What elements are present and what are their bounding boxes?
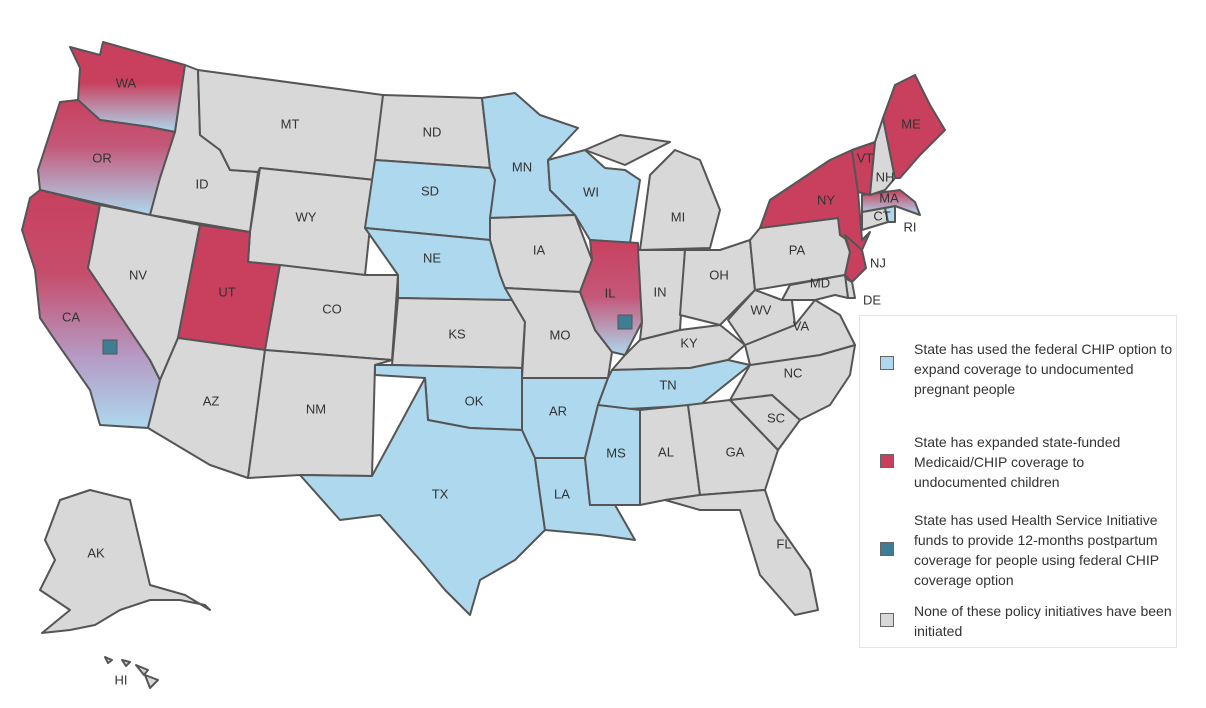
label-IA: IA	[533, 242, 546, 257]
state-MI[interactable]	[584, 134, 721, 251]
label-AZ: AZ	[203, 393, 220, 408]
label-WV: WV	[751, 302, 772, 317]
state-WI[interactable]	[547, 149, 641, 244]
label-VT: VT	[857, 150, 874, 165]
label-CO: CO	[322, 301, 342, 316]
label-FL: FL	[776, 536, 791, 551]
state-ME[interactable]	[882, 74, 946, 179]
state-FL[interactable]	[664, 489, 819, 616]
label-DE: DE	[863, 292, 881, 307]
legend-label-hsi-postpartum: State has used Health Service Initiative…	[914, 512, 1159, 588]
state-VA[interactable]	[744, 299, 856, 366]
state-MA[interactable]	[861, 189, 921, 216]
label-OK: OK	[465, 393, 484, 408]
label-NC: NC	[784, 365, 803, 380]
state-MD[interactable]	[781, 274, 849, 301]
label-AK: AK	[87, 545, 105, 560]
legend-swatch-none	[880, 613, 894, 627]
label-MN: MN	[512, 159, 532, 174]
label-IN: IN	[654, 284, 667, 299]
label-KY: KY	[680, 335, 698, 350]
label-PA: PA	[789, 242, 806, 257]
label-NE: NE	[423, 250, 441, 265]
label-NM: NM	[306, 401, 326, 416]
label-ND: ND	[423, 124, 442, 139]
state-HI[interactable]	[104, 656, 159, 689]
label-WA: WA	[116, 75, 137, 90]
label-WY: WY	[296, 209, 317, 224]
hsi-marker-IL	[617, 314, 633, 330]
state-SD[interactable]	[364, 159, 496, 241]
label-TX: TX	[432, 486, 449, 501]
label-LA: LA	[554, 486, 570, 501]
state-OK[interactable]	[374, 364, 523, 431]
legend-label-state-funded: State has expanded state-funded Medicaid…	[914, 434, 1121, 490]
legend-swatch-state-funded	[880, 454, 894, 468]
label-CA: CA	[62, 309, 80, 324]
label-UT: UT	[218, 284, 235, 299]
label-KS: KS	[448, 326, 466, 341]
label-NH: NH	[876, 169, 895, 184]
label-CT: CT	[873, 208, 890, 223]
label-WI: WI	[583, 184, 599, 199]
label-MA: MA	[879, 190, 899, 205]
label-SD: SD	[421, 183, 439, 198]
state-labels: WA OR CA ID NV MT WY UT CO AZ NM ND SD N…	[62, 75, 921, 687]
label-MI: MI	[671, 209, 685, 224]
label-SC: SC	[767, 410, 785, 425]
label-VA: VA	[793, 318, 810, 333]
label-MD: MD	[810, 275, 830, 290]
label-GA: GA	[726, 444, 745, 459]
label-AR: AR	[549, 403, 567, 418]
legend-swatch-hsi-postpartum	[880, 542, 894, 556]
label-TN: TN	[659, 377, 676, 392]
label-ID: ID	[196, 176, 209, 191]
state-CO[interactable]	[264, 264, 399, 361]
label-NV: NV	[129, 267, 147, 282]
legend: State has used the federal CHIP option t…	[859, 315, 1177, 648]
label-NY: NY	[817, 192, 835, 207]
legend-label-chip-option: State has used the federal CHIP option t…	[914, 341, 1173, 397]
state-NH[interactable]	[869, 117, 896, 196]
label-MT: MT	[281, 116, 300, 131]
hsi-marker-CA	[102, 339, 118, 355]
legend-swatch-chip-option	[880, 356, 894, 370]
state-GA[interactable]	[687, 399, 779, 496]
label-OR: OR	[92, 150, 112, 165]
label-IL: IL	[605, 285, 616, 300]
label-ME: ME	[901, 116, 921, 131]
legend-label-none: None of these policy initiatives have be…	[914, 603, 1172, 639]
label-HI: HI	[115, 672, 128, 687]
label-OH: OH	[709, 267, 729, 282]
state-NY[interactable]	[759, 149, 871, 251]
state-AK[interactable]	[39, 489, 211, 634]
label-MO: MO	[550, 327, 571, 342]
label-RI: RI	[904, 219, 917, 234]
label-NJ: NJ	[870, 255, 886, 270]
state-TX[interactable]	[299, 377, 546, 616]
label-AL: AL	[658, 444, 674, 459]
label-MS: MS	[606, 445, 626, 460]
